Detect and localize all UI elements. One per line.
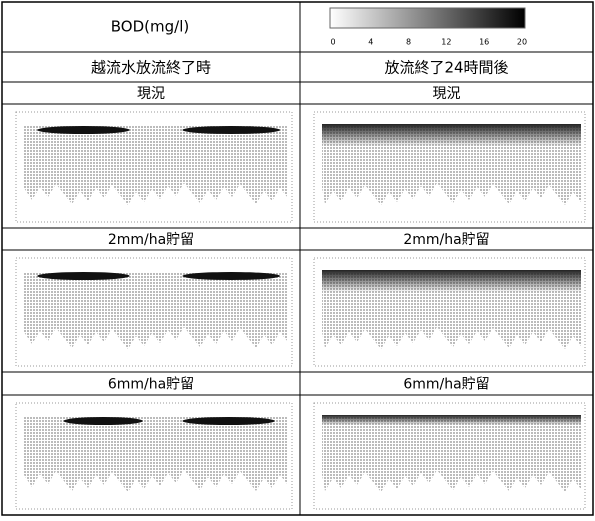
contour-field bbox=[24, 417, 288, 492]
row-label: 2mm/ha貯留 bbox=[108, 232, 194, 248]
colorbar-tick: 8 bbox=[406, 38, 411, 47]
colorbar-tick: 20 bbox=[517, 38, 527, 47]
high-bod-zone bbox=[37, 126, 129, 134]
contour-field bbox=[24, 126, 288, 205]
colorbar-tick: 4 bbox=[368, 38, 373, 47]
colorbar-tick: 16 bbox=[479, 38, 489, 47]
page: BOD(mg/l) 048121620 越流水放流終了時放流終了24時間後現況現… bbox=[0, 0, 595, 517]
column-header: 放流終了24時間後 bbox=[384, 59, 508, 77]
row-label: 2mm/ha貯留 bbox=[403, 232, 489, 248]
high-bod-zone bbox=[322, 415, 581, 425]
contour-field bbox=[24, 272, 288, 349]
high-bod-zone bbox=[322, 270, 581, 292]
high-bod-zone bbox=[182, 272, 280, 280]
row-label: 現況 bbox=[137, 86, 165, 102]
row-label: 6mm/ha貯留 bbox=[108, 377, 194, 393]
header-title: BOD(mg/l) bbox=[111, 18, 189, 36]
row-label: 6mm/ha貯留 bbox=[403, 377, 489, 393]
high-bod-zone bbox=[322, 124, 581, 146]
colorbar-tick: 0 bbox=[330, 38, 335, 47]
colorbar-tick: 12 bbox=[441, 38, 451, 47]
colorbar bbox=[330, 8, 525, 28]
contour-field bbox=[322, 417, 581, 492]
high-bod-zone bbox=[182, 417, 274, 425]
high-bod-zone bbox=[182, 126, 280, 134]
high-bod-zone bbox=[64, 417, 143, 425]
column-header: 越流水放流終了時 bbox=[91, 59, 211, 77]
high-bod-zone bbox=[37, 272, 129, 280]
row-label: 現況 bbox=[433, 86, 461, 102]
